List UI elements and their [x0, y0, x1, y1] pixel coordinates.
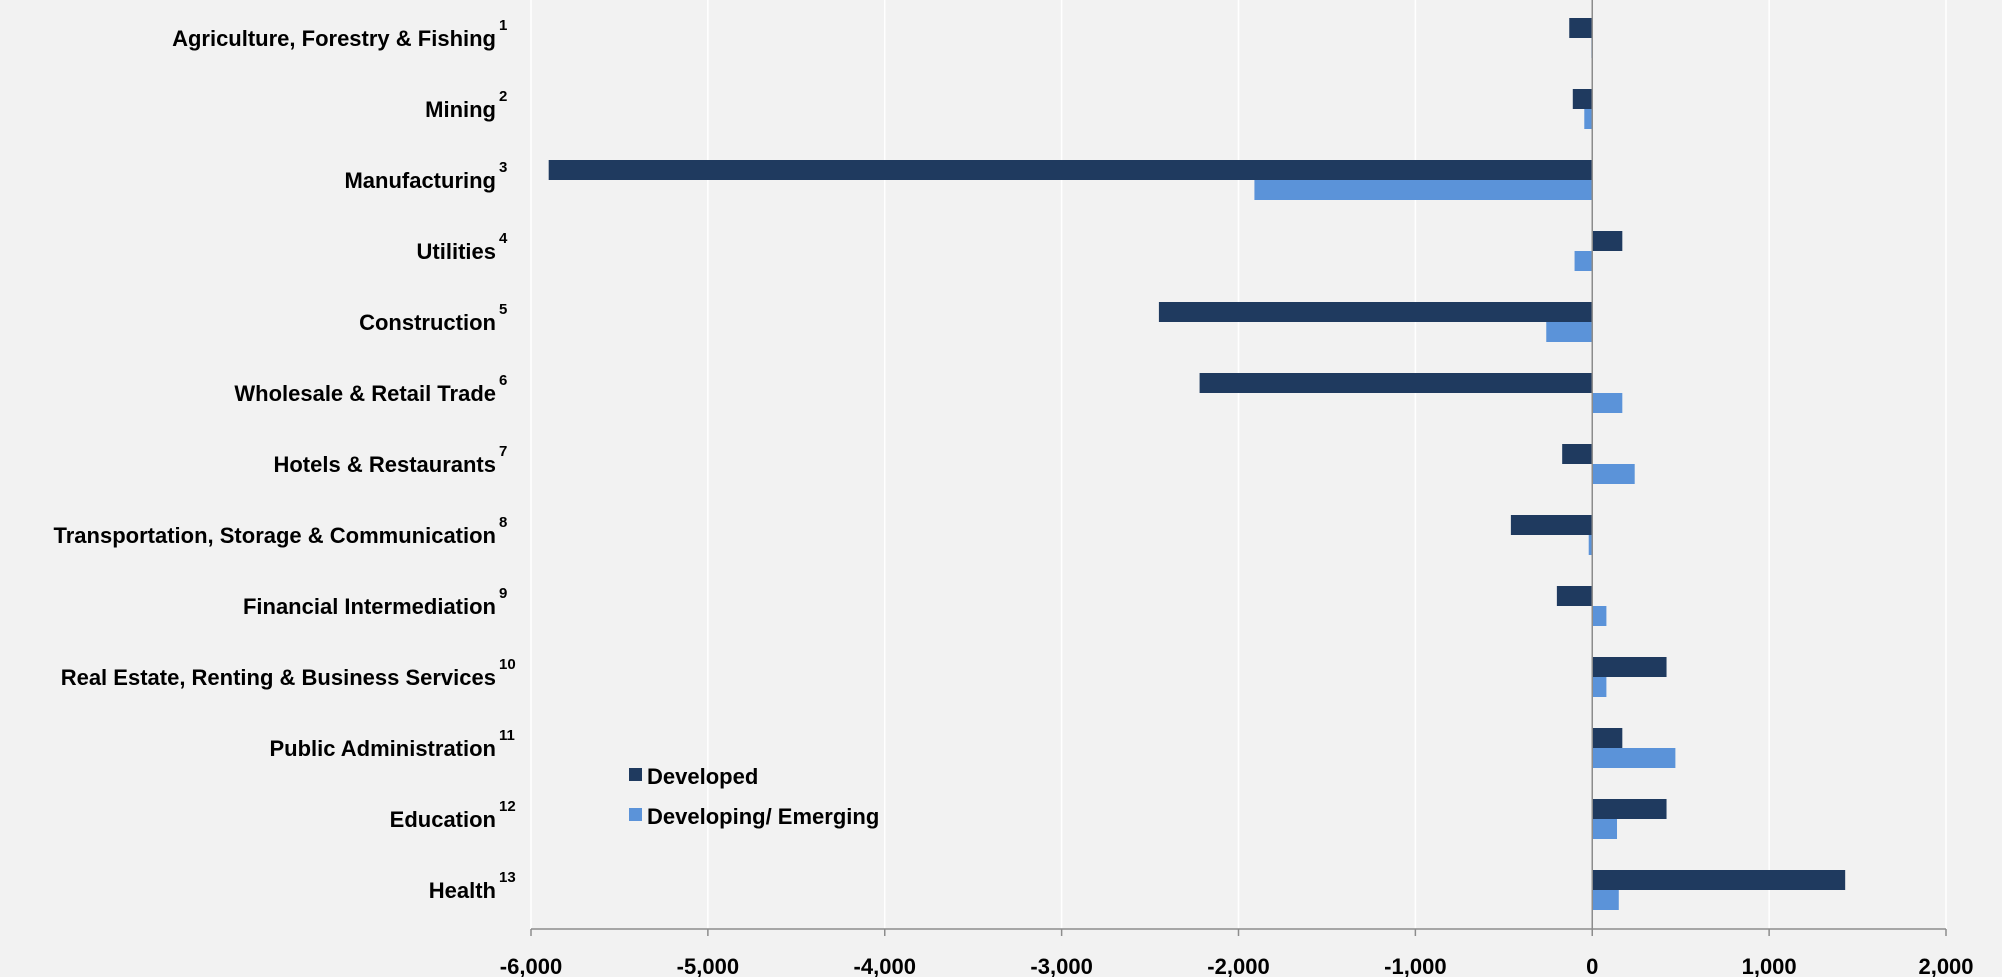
category-footnote: 11	[499, 727, 515, 744]
bar-developing-emerging-construction	[1546, 322, 1593, 342]
category-label: Agriculture, Forestry & Fishing	[172, 26, 496, 51]
bar-developed-utilities	[1592, 231, 1623, 251]
x-tick-labels: -6,000 -5,000 -4,000 -3,000 -2,000 -1,000 0 1,0…	[500, 954, 1974, 977]
category-label: Utilities	[417, 239, 496, 264]
bar-developing-emerging-wholesale-retail-trade	[1592, 393, 1623, 413]
category-label: Public Administration	[269, 736, 496, 761]
x-tick-label: -6,000	[500, 954, 562, 977]
x-tick-label: -2,000	[1207, 954, 1269, 977]
bar-developed-hotels-restaurants	[1562, 444, 1593, 464]
bar-developed-wholesale-retail-trade	[1199, 373, 1593, 393]
x-tick-label: 0	[1586, 954, 1598, 977]
category-footnote: 8	[499, 514, 507, 531]
category-label: Education	[390, 807, 496, 832]
bar-developing-emerging-hotels-restaurants	[1592, 464, 1635, 484]
bar-developed-transportation-storage-communication	[1510, 515, 1593, 535]
category-real-estate-renting-business-services: Real Estate, Renting & Business Services…	[61, 656, 516, 690]
category-labels: Agriculture, Forestry & Fishing1Mining2M…	[54, 17, 516, 903]
category-label: Real Estate, Renting & Business Services	[61, 665, 496, 690]
legend: Developed Developing/ Emerging	[629, 764, 879, 829]
bars	[548, 18, 1846, 910]
category-label: Transportation, Storage & Communication	[54, 523, 496, 548]
legend-swatch-developed	[629, 768, 642, 781]
legend-label-developing-emerging: Developing/ Emerging	[647, 804, 879, 829]
category-label: Wholesale & Retail Trade	[234, 381, 496, 406]
category-footnote: 6	[499, 372, 507, 389]
category-label: Construction	[359, 310, 496, 335]
category-label: Mining	[425, 97, 496, 122]
x-tick-label: -5,000	[677, 954, 739, 977]
category-footnote: 10	[499, 656, 516, 673]
bar-developing-emerging-mining	[1584, 109, 1593, 129]
bar-developing-emerging-financial-intermediation	[1592, 606, 1607, 626]
bar-developed-mining	[1572, 89, 1593, 109]
gridlines	[530, 0, 1947, 929]
category-footnote: 13	[499, 869, 516, 886]
bar-developed-education	[1592, 799, 1667, 819]
bar-developed-agriculture-forestry-fishing	[1569, 18, 1593, 38]
bar-developed-construction	[1158, 302, 1593, 322]
bar-developed-health	[1592, 870, 1846, 890]
bar-developing-emerging-health	[1592, 890, 1619, 910]
category-label: Health	[429, 878, 496, 903]
x-tick-label: -3,000	[1030, 954, 1092, 977]
bar-developing-emerging-education	[1592, 819, 1618, 839]
bar-developing-emerging-public-administration	[1592, 748, 1676, 768]
legend-label-developed: Developed	[647, 764, 758, 789]
category-footnote: 2	[499, 88, 507, 105]
category-footnote: 7	[499, 443, 507, 460]
bar-developing-emerging-manufacturing	[1254, 180, 1593, 200]
legend-swatch-developing-emerging	[629, 808, 642, 821]
x-tick-label: 2,000	[1918, 954, 1973, 977]
x-tick-label: -4,000	[854, 954, 916, 977]
bar-developed-public-administration	[1592, 728, 1623, 748]
category-label: Financial Intermediation	[243, 594, 496, 619]
bar-developing-emerging-transportation-storage-communication	[1588, 535, 1593, 555]
category-footnote: 9	[499, 585, 507, 602]
bar-developing-emerging-utilities	[1574, 251, 1593, 271]
category-footnote: 5	[499, 301, 507, 318]
category-label: Manufacturing	[344, 168, 496, 193]
category-footnote: 3	[499, 159, 507, 176]
category-footnote: 12	[499, 798, 516, 815]
category-footnote: 1	[499, 17, 507, 34]
bar-developing-emerging-real-estate-renting-business-services	[1592, 677, 1607, 697]
category-footnote: 4	[499, 230, 508, 247]
bar-developed-manufacturing	[548, 160, 1593, 180]
x-tick-label: -1,000	[1384, 954, 1446, 977]
category-label: Hotels & Restaurants	[273, 452, 496, 477]
bar-developed-financial-intermediation	[1556, 586, 1593, 606]
x-tick-label: 1,000	[1742, 954, 1797, 977]
bar-developed-real-estate-renting-business-services	[1592, 657, 1667, 677]
axes	[530, 0, 1947, 936]
